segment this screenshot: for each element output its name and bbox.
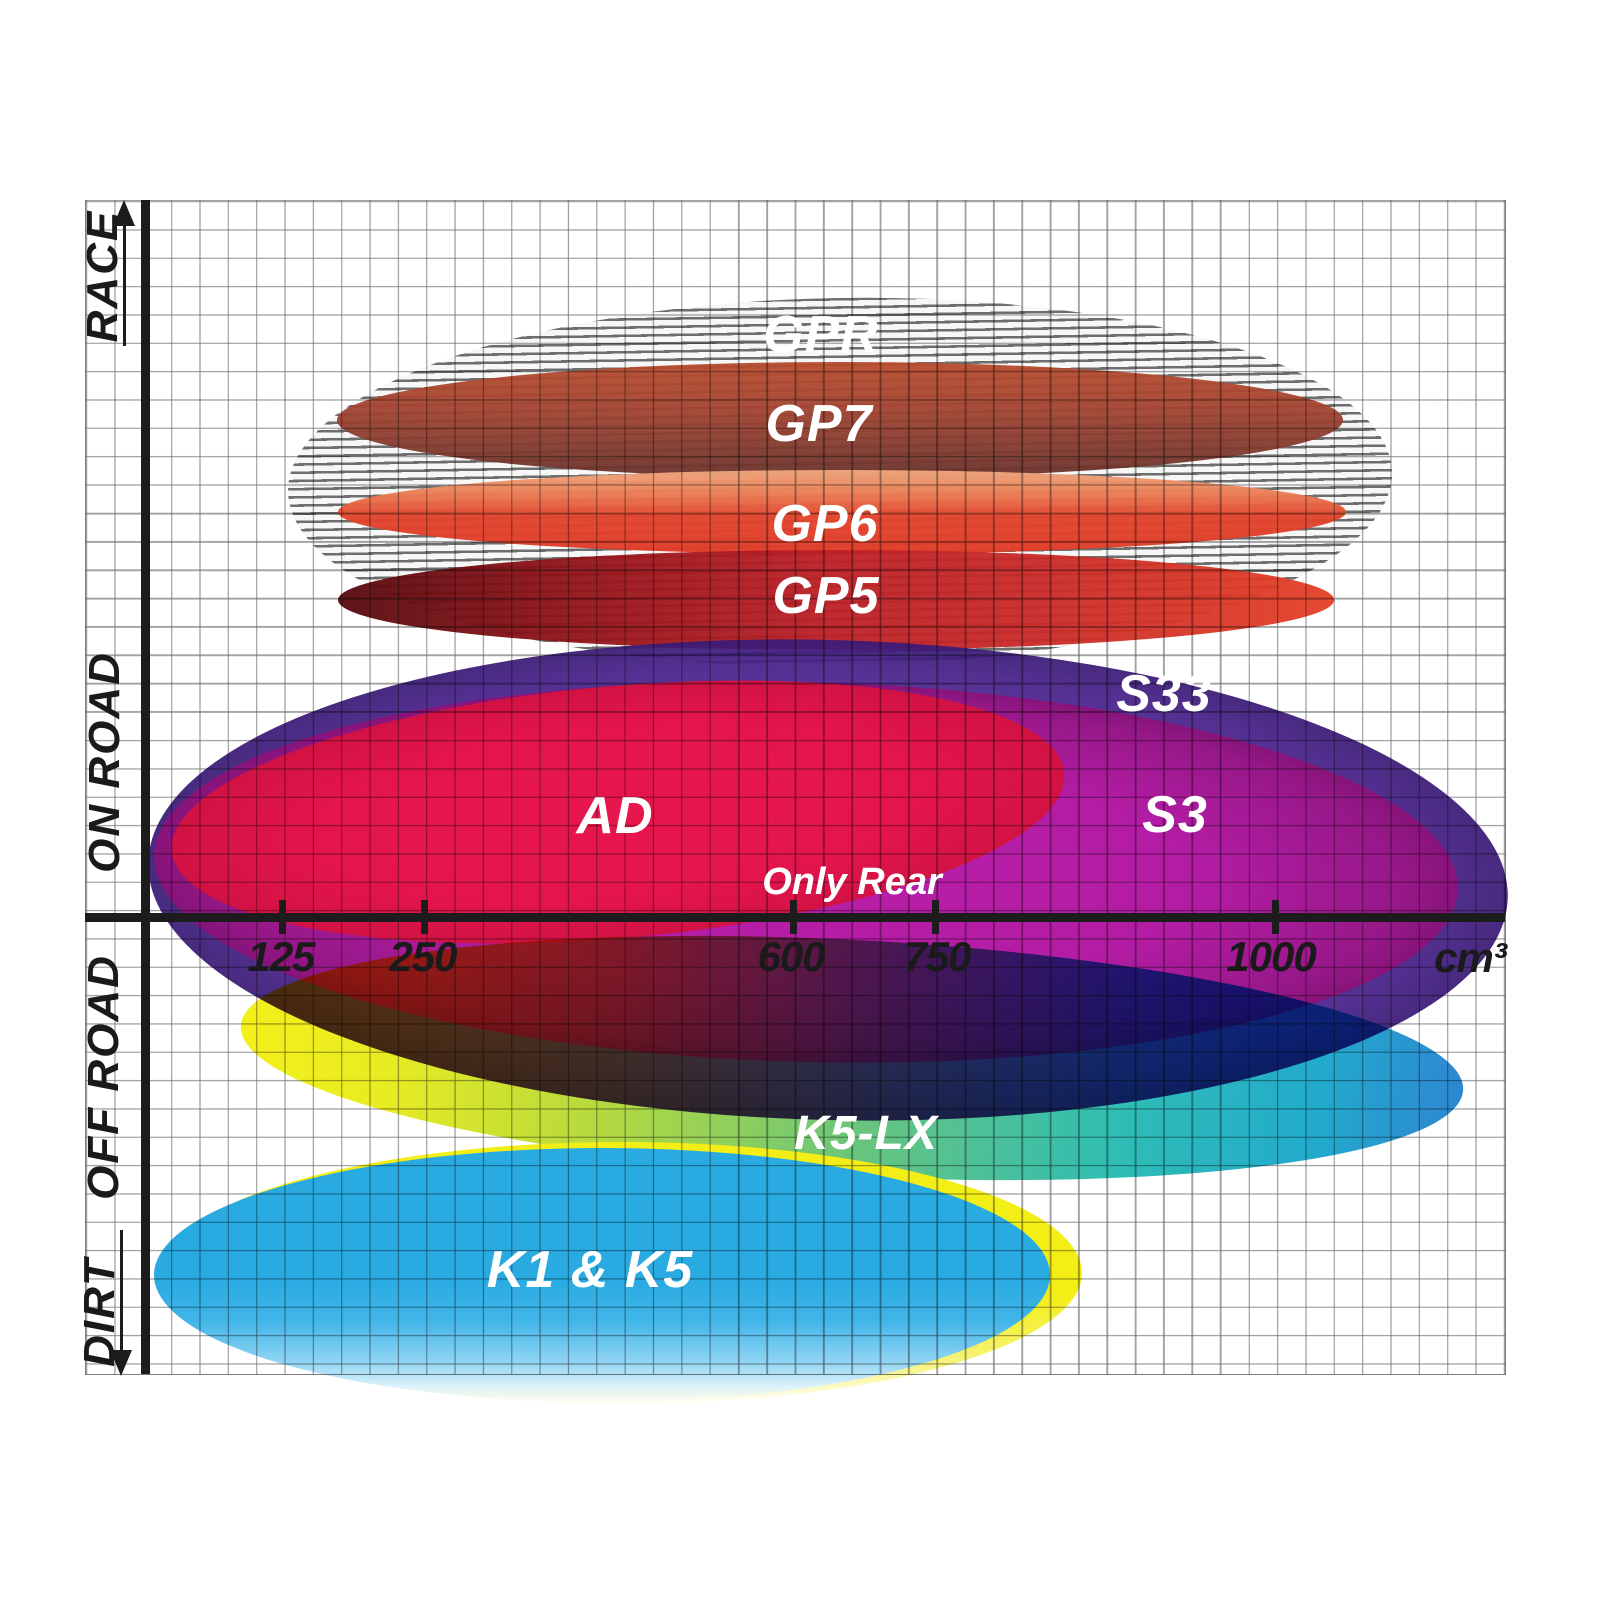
x-axis-unit-label: cm³ xyxy=(1434,934,1507,981)
race-up-arrow-icon xyxy=(113,200,135,226)
region-label-gpr: GPR xyxy=(763,306,879,364)
region-label-k5lx: K5-LX xyxy=(794,1107,938,1160)
region-label-gp6: GP6 xyxy=(771,495,879,553)
region-label-gp5: GP5 xyxy=(772,567,880,625)
annotation-only-rear: Only Rear xyxy=(762,861,942,903)
x-tick-1000 xyxy=(1272,900,1279,934)
x-tick-label-1000: 1000 xyxy=(1226,933,1316,980)
region-label-k1k5: K1 & K5 xyxy=(486,1241,694,1299)
y-axis-line xyxy=(141,200,150,1374)
x-tick-label-750: 750 xyxy=(903,933,971,980)
y-label-on-road: ON ROAD xyxy=(80,651,129,873)
region-label-gp7: GP7 xyxy=(765,395,873,453)
dirt-arrow-shaft xyxy=(120,1230,123,1352)
region-label-s33: S33 xyxy=(1116,665,1212,723)
x-tick-250 xyxy=(421,900,428,934)
region-label-s3: S3 xyxy=(1142,786,1208,844)
x-tick-125 xyxy=(279,900,286,934)
x-tick-label-250: 250 xyxy=(389,933,457,980)
race-arrow-shaft xyxy=(123,224,126,346)
y-label-off-road: OFF ROAD xyxy=(79,954,128,1200)
y-label-race: RACE xyxy=(78,209,127,343)
x-tick-750 xyxy=(932,900,939,934)
dirt-down-arrow-icon xyxy=(110,1350,132,1376)
x-tick-label-125: 125 xyxy=(247,933,315,980)
x-tick-600 xyxy=(790,900,797,934)
x-tick-label-600: 600 xyxy=(757,933,825,980)
region-label-ad: AD xyxy=(576,787,654,845)
